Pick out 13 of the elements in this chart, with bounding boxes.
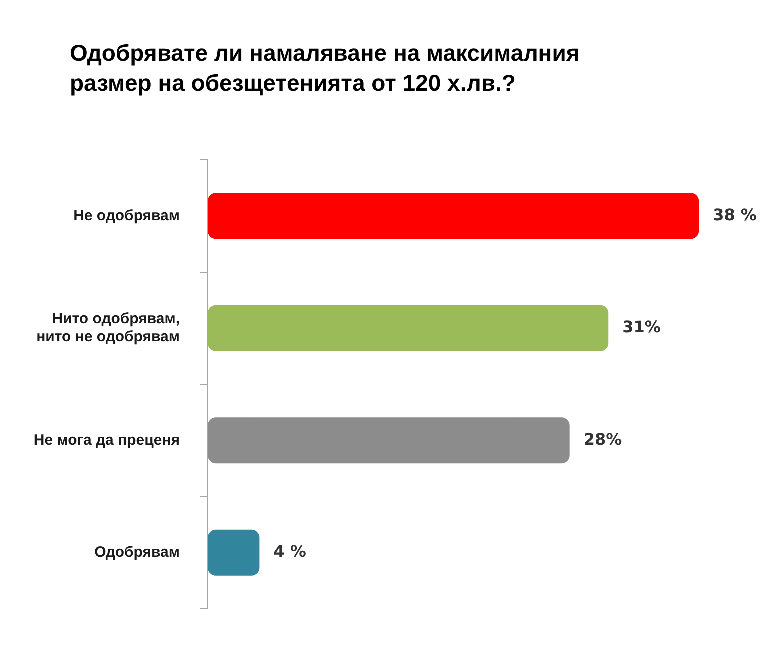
chart-title: Одобрявате ли намаляване на максималния размер на обезщетенията от 120 х.лв.? [70, 39, 581, 98]
bar [208, 305, 609, 352]
bar [208, 530, 260, 576]
bar [208, 418, 570, 464]
y-tick-label: Нито одобрявам, нито не одобрявам [36, 310, 180, 346]
y-tick-label: Одобрявам [94, 544, 180, 562]
data-label: 31% [622, 318, 661, 337]
y-tick-label: Не одобрявам [74, 207, 180, 224]
data-label: 38 % [713, 205, 757, 224]
data-label: 28% [584, 430, 622, 449]
bar [208, 193, 700, 240]
y-tick-label: Не мога да преценя [34, 432, 180, 449]
data-label: 4 % [274, 542, 306, 562]
